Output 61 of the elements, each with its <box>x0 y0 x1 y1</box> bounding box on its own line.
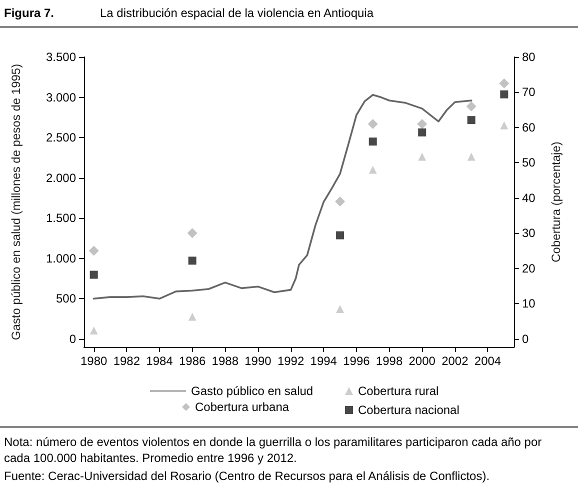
point <box>499 78 510 88</box>
y2-tick-label: 0 <box>522 332 529 346</box>
y-tick-label: 0 <box>69 332 76 346</box>
source-note: Fuente: Cerac-Universidad del Rosario (Centro de Recursos para el Análisis de Conflictos). <box>4 469 490 483</box>
legend-label: Cobertura nacional <box>358 403 460 417</box>
y2-tick-label: 50 <box>522 156 536 170</box>
y2-tick-label: 30 <box>522 226 536 240</box>
y-tick-label: 3.000 <box>46 90 76 104</box>
x-tick-label: 1998 <box>376 354 403 368</box>
point <box>187 228 198 238</box>
y-tick-label: 1.000 <box>46 251 76 266</box>
legend-label: Cobertura urbana <box>195 400 290 414</box>
point <box>336 231 344 240</box>
y-tick-label: 2.000 <box>46 170 76 185</box>
point <box>368 138 377 146</box>
y2-tick-label: 60 <box>522 120 536 134</box>
point <box>90 326 98 334</box>
legend-label: Cobertura rural <box>358 384 439 398</box>
y-tick-label: 500 <box>56 292 76 306</box>
chart-subtitle: Figura 7. <box>4 6 54 20</box>
x-tick-label: 1982 <box>113 354 140 368</box>
chart-title: La distribución espacial de la violencia en Antioquia <box>100 6 374 20</box>
x-tick-label: 1996 <box>343 354 370 368</box>
point <box>500 121 508 130</box>
y2-tick-label: 10 <box>522 296 536 311</box>
y-tick-label: 1.500 <box>46 211 76 226</box>
point <box>90 270 98 279</box>
y2-tick-label: 40 <box>522 190 536 205</box>
point <box>417 118 428 129</box>
x-tick-label: 1990 <box>244 354 272 368</box>
point <box>188 256 196 265</box>
x-tick-label: 2000 <box>408 354 436 368</box>
legend-label: Gasto público en salud <box>191 384 314 398</box>
y2-tick-label: 80 <box>522 50 536 64</box>
x-tick-label: 1986 <box>178 354 206 368</box>
x-tick-label: 2002 <box>442 354 469 368</box>
point <box>368 118 378 129</box>
point <box>368 166 377 174</box>
point <box>500 90 508 98</box>
y2-tick-label: 70 <box>522 85 536 100</box>
y-tick-label: 3.500 <box>46 50 76 64</box>
point <box>188 312 196 321</box>
point <box>467 116 476 124</box>
x-tick-label: 1984 <box>146 354 174 368</box>
x-tick-label: 1980 <box>80 354 108 368</box>
point <box>335 196 346 206</box>
point <box>418 152 426 161</box>
y-axis-title: Gasto público en salud (millones de pesos de 1995) <box>9 64 23 340</box>
point <box>418 128 426 136</box>
x-tick-label: 1992 <box>277 354 304 368</box>
text: Nota: número de eventos violentos en donde la guerrilla o los paramilitares participaron cada año por cada 100.000 habitantes. Promedio entre 1996 y 2012. <box>4 435 545 465</box>
x-tick-label: 1988 <box>212 354 239 368</box>
point <box>88 246 99 256</box>
x-tick-label: 1994 <box>310 354 338 368</box>
point <box>467 152 476 161</box>
point <box>336 304 344 313</box>
x-tick-label: 2004 <box>474 354 502 368</box>
point <box>466 101 476 112</box>
y2-axis-title: Cobertura (porcentaje) <box>549 142 563 262</box>
y-tick-label: 2.500 <box>46 130 76 145</box>
y2-tick-label: 20 <box>522 261 536 276</box>
